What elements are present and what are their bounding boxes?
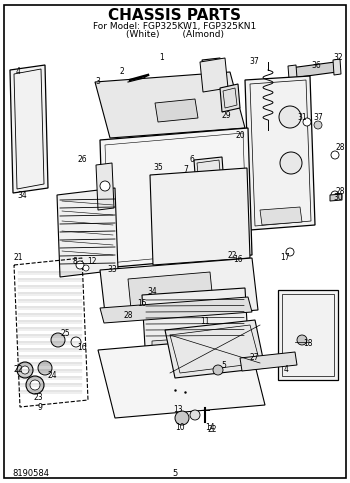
Circle shape [190,410,200,420]
Circle shape [297,335,307,345]
Polygon shape [152,339,180,350]
Polygon shape [57,188,118,277]
Text: 33: 33 [107,266,117,274]
Text: 34: 34 [17,190,27,199]
Polygon shape [100,258,258,322]
Text: 29: 29 [221,111,231,119]
Text: 22: 22 [207,426,217,435]
Text: 25: 25 [60,328,70,338]
Text: 34: 34 [147,287,157,297]
Text: 28: 28 [123,311,133,319]
Circle shape [175,411,189,425]
Text: 18: 18 [303,339,313,347]
Polygon shape [333,59,341,75]
Circle shape [71,337,81,347]
Text: 16: 16 [233,256,243,265]
Bar [278,290,338,380]
Text: 3: 3 [96,77,100,86]
Circle shape [303,118,311,126]
Text: 11: 11 [200,317,210,327]
Text: 16: 16 [77,343,87,353]
Text: 15: 15 [137,298,147,308]
Text: 6: 6 [190,156,195,165]
Text: 28: 28 [335,143,345,153]
Polygon shape [260,207,302,225]
Text: 21: 21 [13,254,23,262]
Circle shape [38,361,52,375]
Text: 31: 31 [297,114,307,123]
Text: 12: 12 [87,257,97,267]
Text: 10: 10 [175,424,185,432]
Circle shape [331,151,339,159]
Circle shape [76,261,84,269]
Polygon shape [288,65,297,79]
Text: 1: 1 [160,54,164,62]
Polygon shape [142,288,248,347]
Polygon shape [290,62,337,78]
Circle shape [314,121,322,129]
Text: 5: 5 [172,469,177,478]
Text: 28: 28 [335,187,345,197]
Circle shape [279,106,301,128]
Text: 27: 27 [249,354,259,363]
Text: 2: 2 [120,68,124,76]
Circle shape [83,265,89,271]
Text: 26: 26 [77,156,87,165]
Text: 20: 20 [235,130,245,140]
Text: 35: 35 [153,164,163,172]
Text: 8: 8 [73,257,77,267]
Polygon shape [330,194,342,201]
Text: 5: 5 [222,360,226,369]
Text: CHASSIS PARTS: CHASSIS PARTS [108,9,241,24]
Text: 23: 23 [33,394,43,402]
Circle shape [30,380,40,390]
Text: For Model: FGP325KW1, FGP325KN1: For Model: FGP325KW1, FGP325KN1 [93,23,257,31]
Text: 22: 22 [227,251,237,259]
Text: 8190584: 8190584 [12,469,49,478]
Circle shape [21,366,29,374]
Text: 37: 37 [313,114,323,123]
Polygon shape [96,163,114,210]
Text: 22: 22 [13,366,23,374]
Polygon shape [245,76,315,230]
Circle shape [286,248,294,256]
Circle shape [213,365,223,375]
Polygon shape [128,272,213,309]
Text: 9: 9 [37,403,42,412]
Polygon shape [155,99,198,122]
Text: 17: 17 [280,254,290,262]
Circle shape [280,152,302,174]
Polygon shape [100,297,252,323]
Circle shape [100,181,110,191]
Circle shape [331,191,339,199]
Polygon shape [194,157,224,188]
Polygon shape [240,352,297,371]
Polygon shape [200,336,228,347]
Text: 32: 32 [333,54,343,62]
Text: 36: 36 [311,60,321,70]
Text: 4: 4 [15,68,20,76]
Circle shape [26,376,44,394]
Circle shape [17,362,33,378]
Polygon shape [100,128,252,268]
Polygon shape [200,58,228,92]
Polygon shape [10,65,48,193]
Polygon shape [150,168,250,265]
Text: 24: 24 [47,370,57,380]
Bar [282,294,334,376]
Polygon shape [98,337,265,418]
Polygon shape [165,320,265,378]
Polygon shape [220,84,240,112]
Text: (White)        (Almond): (White) (Almond) [126,29,224,39]
Polygon shape [95,72,245,138]
Text: 13: 13 [173,406,183,414]
Text: 14: 14 [205,424,215,432]
Text: 7: 7 [183,166,188,174]
Text: 4: 4 [284,366,288,374]
Text: 30: 30 [333,194,343,202]
Text: 37: 37 [249,57,259,67]
Circle shape [51,333,65,347]
Polygon shape [202,58,224,80]
